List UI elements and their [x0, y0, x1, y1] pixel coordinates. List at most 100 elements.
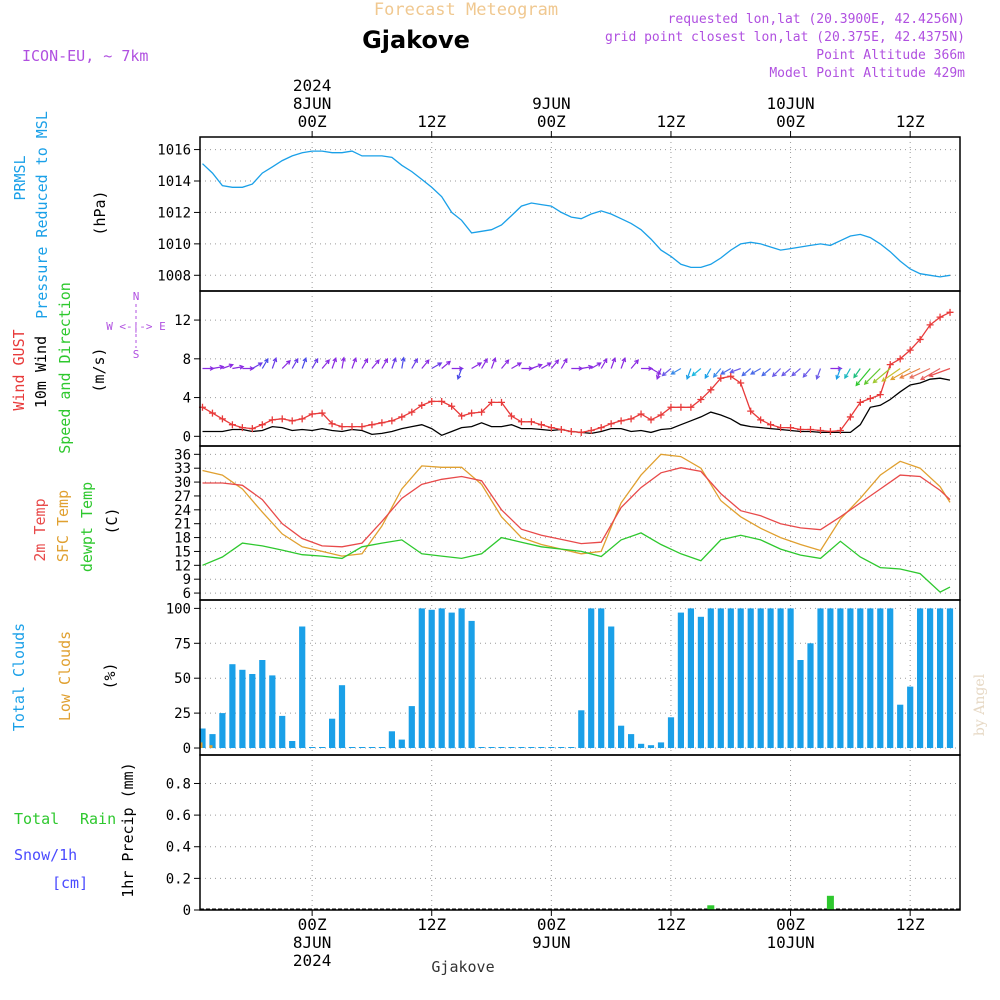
total-clouds-bar — [757, 608, 764, 748]
wind-direction-arrow — [212, 364, 225, 370]
snow-label: Snow/1h — [14, 846, 77, 864]
wind-direction-arrow — [815, 368, 822, 380]
panel2-ytick-label: 0 — [183, 429, 191, 445]
top-time-label: 10JUN — [766, 94, 814, 113]
gust-line-marker — [896, 355, 904, 363]
total-clouds-bar — [229, 664, 236, 748]
wind-direction-arrow — [541, 362, 552, 370]
wind-direction-arrow — [691, 368, 702, 377]
gust-line-marker — [228, 421, 236, 429]
panel3-ytick-label: 15 — [174, 544, 191, 560]
total-clouds-bar — [518, 747, 525, 748]
sfc-temp-label: SFC Temp — [54, 490, 72, 562]
total-clouds-bar — [787, 608, 794, 748]
gust-line-marker — [717, 374, 725, 382]
wind-direction-arrow — [704, 368, 712, 380]
panel1-ytick-label: 1012 — [157, 205, 191, 221]
gust-line-marker — [507, 412, 515, 420]
panel3-ytick-label: 21 — [174, 517, 191, 533]
total-clouds-bar — [687, 608, 694, 748]
wind-direction-arrow — [863, 368, 881, 386]
total-clouds-bar — [877, 608, 884, 748]
wind-direction-arrow — [771, 368, 782, 378]
wind-direction-arrow — [261, 357, 269, 369]
gust-line-marker — [866, 395, 874, 403]
total-clouds-bar — [299, 626, 306, 748]
panel1-ytick-label: 1016 — [157, 143, 191, 159]
total-clouds-bar — [279, 715, 286, 748]
total-clouds-bar — [388, 731, 395, 749]
total-clouds-bar — [209, 734, 216, 749]
wind-direction-arrow — [301, 357, 308, 369]
total-clouds-bar — [558, 747, 565, 748]
total-rain-label-rain: Rain — [80, 810, 116, 828]
model-altitude: Model Point Altitude 429m — [769, 66, 965, 81]
gust-line-marker — [677, 403, 685, 411]
gust-line-marker — [906, 346, 914, 354]
wind-direction-arrow — [741, 368, 752, 377]
total-clouds-bar — [608, 626, 615, 748]
wind-direction-arrow — [451, 366, 464, 371]
dewpt-temp-line — [202, 532, 951, 593]
total-clouds-bar — [927, 608, 934, 748]
gust-line-marker — [557, 426, 565, 434]
total-clouds-bar — [777, 608, 784, 748]
wind-direction-arrow — [531, 363, 543, 370]
gridpoint-coords: grid point closest lon,lat (20.375E, 42.… — [605, 30, 965, 45]
wind-direction-arrow — [381, 357, 389, 369]
total-clouds-bar — [807, 643, 814, 748]
wind-direction-arrow — [656, 368, 662, 380]
gust-line-marker — [787, 424, 795, 432]
total-clouds-bar — [887, 608, 894, 748]
panel1-ytick-label: 1008 — [157, 268, 191, 284]
gust-line-marker — [458, 412, 466, 420]
total-clouds-bar — [289, 741, 296, 748]
total-clouds-bar — [657, 742, 665, 748]
panel3-ytick-label: 33 — [174, 461, 191, 477]
low-clouds-bar — [209, 745, 213, 748]
total-clouds-bar — [647, 745, 655, 748]
wind-direction-arrow — [421, 359, 430, 369]
gust-line-marker — [258, 421, 266, 429]
total-clouds-bar — [897, 704, 904, 748]
total-clouds-bar — [767, 608, 774, 748]
gust-line-marker — [797, 426, 805, 434]
wind-direction-arrow — [853, 368, 861, 379]
gust-line-marker — [916, 335, 924, 343]
gust-line-marker — [836, 427, 844, 434]
gust-line-marker — [826, 427, 834, 435]
total-clouds-bar — [438, 608, 445, 748]
wind-direction-arrow — [881, 368, 901, 382]
total-clouds-bar — [319, 747, 326, 748]
bottom-time-label: 8JUN — [293, 933, 332, 952]
top-time-label: 12Z — [417, 112, 446, 131]
total-clouds-bar — [358, 747, 366, 748]
gust-line-marker — [547, 424, 555, 432]
total-clouds-bar — [329, 718, 336, 748]
pressure-ylabel: (hPa) — [91, 190, 109, 235]
wind-direction-arrow — [481, 357, 488, 369]
gust-line-marker — [577, 428, 585, 436]
total-clouds-bar — [498, 747, 505, 748]
gust-line-marker — [886, 361, 894, 369]
gust-line-marker — [398, 413, 406, 421]
compass-north: N — [133, 290, 140, 303]
panel3-ytick-label: 18 — [174, 531, 191, 547]
top-time-label: 8JUN — [293, 94, 332, 113]
product-title: Forecast Meteogram — [374, 0, 558, 20]
gust-line-marker — [498, 398, 506, 406]
gust-line-marker — [707, 386, 715, 394]
wind-direction-arrow — [791, 368, 801, 377]
panel1-ytick-label: 1010 — [157, 237, 191, 253]
wind-direction-arrow — [802, 368, 811, 378]
total-clouds-bar — [578, 710, 585, 748]
gust-line-marker — [846, 413, 854, 421]
snow-unit-label: [cm] — [52, 874, 88, 892]
bottom-time-label: 2024 — [293, 951, 332, 970]
model-label: ICON-EU, ~ 7km — [22, 47, 148, 65]
total-clouds-bar — [618, 725, 625, 748]
wind-direction-arrow — [391, 357, 397, 369]
wind-direction-arrow — [781, 368, 791, 377]
panel5-ytick-label: 0.8 — [166, 776, 191, 792]
